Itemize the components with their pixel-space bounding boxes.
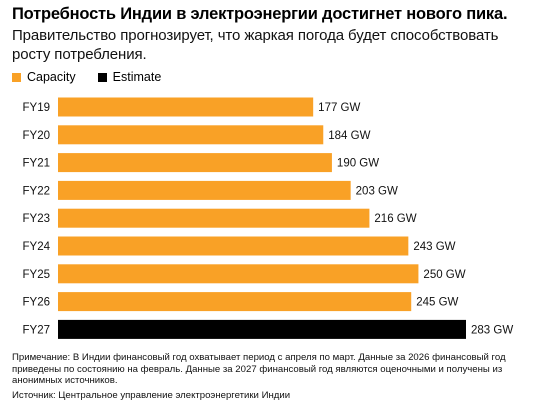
legend-item-estimate: Estimate (97, 70, 162, 84)
category-label: FY23 (23, 213, 51, 225)
bar (58, 97, 314, 117)
category-label: FY27 (23, 324, 51, 336)
chart-subtitle: Правительство прогнозирует, что жаркая п… (12, 27, 499, 63)
data-label: 216 GW (374, 213, 416, 225)
data-label: 245 GW (416, 297, 458, 309)
data-label: 177 GW (318, 102, 360, 114)
category-label: FY26 (23, 297, 51, 309)
data-label: 184 GW (328, 130, 370, 142)
legend-label-estimate: Estimate (112, 70, 162, 84)
category-label: FY22 (23, 185, 51, 197)
bar (58, 236, 409, 256)
category-label: FY21 (23, 158, 51, 170)
data-label: 190 GW (337, 158, 379, 170)
chart-source: Источник: Центральное управление электро… (12, 390, 291, 401)
chart-legend: Capacity Estimate (12, 69, 183, 85)
data-label: 283 GW (471, 324, 513, 336)
legend-label-capacity: Capacity (27, 70, 76, 84)
bar (58, 125, 324, 145)
category-label: FY24 (23, 241, 51, 253)
chart-title: Потребность Индии в электроэнергии дости… (12, 5, 508, 23)
data-label: 250 GW (423, 269, 465, 281)
category-label: FY19 (23, 102, 51, 114)
category-label: FY25 (23, 269, 51, 281)
legend-item-capacity: Capacity (12, 70, 76, 84)
category-label: FY20 (23, 130, 51, 142)
legend-swatch-capacity (12, 72, 21, 82)
data-label: 243 GW (413, 241, 455, 253)
legend-swatch-estimate (97, 72, 107, 82)
bar (58, 264, 419, 284)
bar (58, 180, 351, 200)
bar (58, 153, 332, 173)
chart-footnote: Примечание: В Индии финансовый год охват… (12, 352, 506, 386)
data-label: 203 GW (356, 185, 398, 197)
bar (58, 292, 412, 312)
bar-chart: FY19 177 GW FY20 184 GW FY21 190 GW FY22 203 GW… (23, 97, 513, 339)
bar (58, 208, 370, 228)
bar (58, 319, 466, 339)
